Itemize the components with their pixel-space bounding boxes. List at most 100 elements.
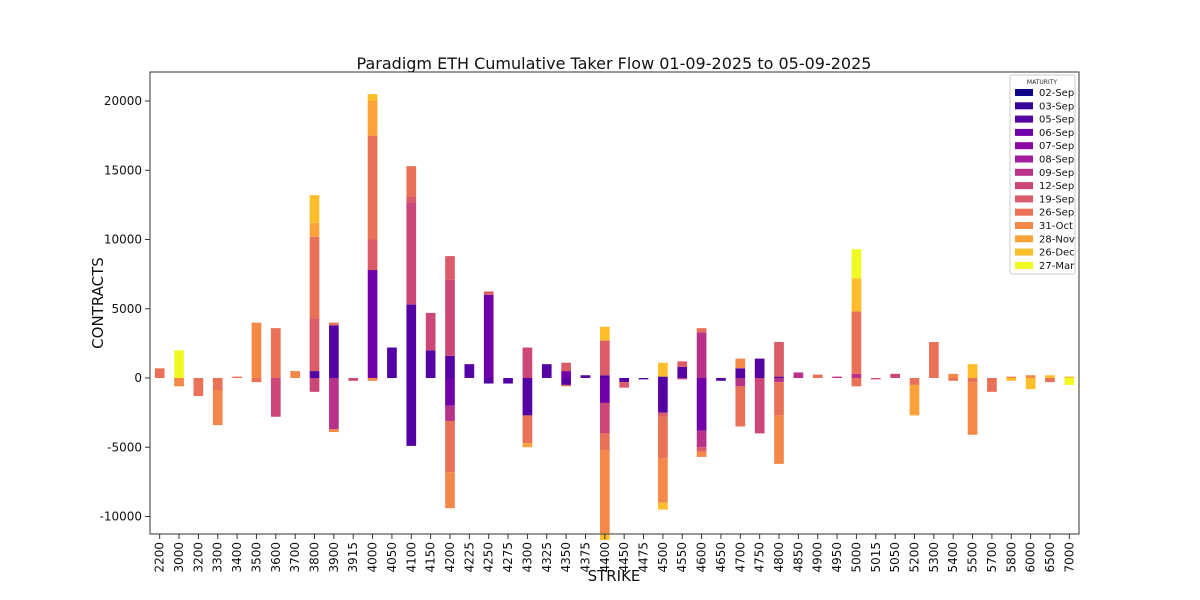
x-tick-label: 4700 — [733, 542, 747, 573]
x-tick-label: 4050 — [385, 542, 399, 573]
legend-swatch-07-Sep — [1015, 142, 1033, 150]
bar-5200-26-Sep — [909, 378, 920, 385]
bar-4350-05-Sep — [561, 378, 571, 385]
x-tick-label: 3400 — [230, 542, 244, 573]
bar-4200-31-Oct — [445, 472, 455, 509]
bar-4450-19-Sep — [619, 382, 630, 388]
bar-4600-06-Sep — [696, 378, 707, 431]
bar-4100-26-Sep — [406, 166, 417, 197]
legend-label: 08-Sep — [1039, 155, 1074, 166]
bar-4500-05-Sep — [658, 378, 668, 413]
bar-4500-31-Oct — [658, 458, 668, 503]
bar-4100-05-Sep — [406, 378, 417, 446]
bar-3800-26-Sep — [309, 236, 320, 319]
bar-4350-19-Sep — [561, 362, 571, 372]
bar-4250-05-Sep — [483, 378, 494, 384]
bar-5400-26-Sep — [948, 378, 959, 381]
x-axis-label: STRIKE — [588, 567, 641, 585]
x-axis: 2200 3000 3200 3300 3400 3500 3600 3700 3800 3900… — [153, 534, 1076, 573]
legend-items: 02-Sep 03-Sep 05-Sep 06-Sep 07-Sep 08-Sep 09-S… — [1015, 88, 1075, 272]
x-tick-label: 7000 — [1062, 542, 1076, 573]
bar-3800-28-Nov — [309, 222, 320, 237]
bar-4000-06-Sep — [367, 269, 378, 378]
x-tick-label: 3500 — [249, 542, 263, 573]
y-tick-label: -5000 — [107, 440, 142, 454]
bar-4050-05-Sep — [387, 347, 397, 378]
bar-4350-06-Sep — [561, 371, 571, 378]
bar-4200-09-Sep — [445, 405, 455, 421]
bar-4100-19-Sep — [406, 196, 417, 203]
legend-label: 31-Oct — [1039, 221, 1073, 232]
x-tick-label: 4250 — [482, 542, 496, 573]
bar-3900-26-Sep — [329, 322, 339, 326]
bar-3900-05-Sep — [329, 325, 339, 378]
bar-5700-26-Sep — [987, 378, 997, 392]
bar-7000-26-Dec — [1064, 376, 1075, 378]
legend-label: 12-Sep — [1039, 181, 1074, 192]
x-tick-label: 3200 — [191, 542, 205, 573]
bar-4325-05-Sep — [541, 364, 552, 378]
bar-4400-26-Sep — [599, 433, 610, 451]
x-tick-label: 4400 — [598, 542, 612, 573]
bar-4200-05-Sep — [445, 355, 455, 378]
bar-4400-12-Sep — [599, 402, 610, 434]
bar-4300-26-Sep — [522, 415, 533, 444]
bar-4950-09-Sep — [832, 376, 842, 378]
y-axis: -10000 -5000 0 5000 10000 15000 20000 — [99, 94, 150, 524]
bar-4200-26-Sep — [445, 420, 455, 473]
bar-4500-26-Sep — [658, 416, 668, 459]
bar-4250-06-Sep — [483, 294, 494, 378]
bar-4700-09-Sep — [735, 378, 746, 387]
x-tick-label: 4950 — [830, 542, 844, 573]
x-tick-label: 4275 — [501, 542, 515, 573]
legend-label: 03-Sep — [1039, 101, 1074, 112]
bar-4150-05-Sep — [425, 350, 436, 378]
bar-4000-26-Sep — [367, 135, 378, 240]
x-tick-label: 5400 — [946, 542, 960, 573]
bar-5500-31-Oct — [967, 382, 978, 435]
x-tick-label: 5500 — [966, 542, 980, 573]
y-tick-label: 10000 — [104, 233, 142, 247]
bar-4500-19-Sep — [658, 412, 668, 417]
legend: MATURITY 02-Sep03-Sep05-Sep06-Sep07-Sep0… — [1009, 74, 1076, 275]
bar-5000-26-Sep — [851, 311, 862, 374]
x-tick-label: 4550 — [675, 542, 689, 573]
legend-swatch-12-Sep — [1015, 182, 1033, 190]
bar-4700-31-Oct — [735, 358, 746, 369]
x-tick-label: 5800 — [1004, 542, 1018, 573]
x-tick-label: 6000 — [1024, 542, 1038, 573]
x-tick-label: 5700 — [985, 542, 999, 573]
legend-swatch-03-Sep — [1015, 102, 1033, 110]
bar-4000-19-Sep — [367, 239, 378, 270]
x-tick-label: 4350 — [559, 542, 573, 573]
bar-4400-26-Dec — [599, 326, 610, 341]
legend-label: 09-Sep — [1039, 168, 1074, 179]
bar-3600-26-Sep — [270, 328, 281, 378]
bar-3200-26-Sep — [193, 378, 204, 396]
y-tick-label: 0 — [134, 371, 142, 385]
legend-swatch-06-Sep — [1015, 128, 1033, 136]
x-tick-label: 4100 — [404, 542, 418, 573]
y-tick-label: 15000 — [104, 163, 142, 177]
bar-4000-31-Oct — [367, 378, 378, 381]
bar-4900-26-Sep — [812, 374, 823, 378]
bar-4700-26-Sep — [735, 386, 746, 427]
bar-5000-09-Sep — [851, 373, 862, 378]
legend-label: 05-Sep — [1039, 115, 1074, 126]
x-tick-label: 4450 — [617, 542, 631, 573]
x-tick-label: 5000 — [849, 542, 863, 573]
x-tick-label: 4325 — [540, 542, 554, 573]
bar-4450-05-Sep — [619, 378, 630, 383]
x-tick-label: 4150 — [424, 542, 438, 573]
bar-4150-12-Sep — [425, 312, 436, 351]
bar-4000-26-Dec — [367, 94, 378, 101]
bar-3000-27-Mar — [174, 350, 184, 378]
bar-4550-12-Sep — [677, 378, 688, 380]
bar-4750-05-Sep — [754, 358, 765, 378]
bar-6500-26-Sep — [1045, 378, 1055, 383]
bar-4200-06-Sep — [445, 378, 455, 406]
bar-3000-31-Oct — [174, 378, 184, 387]
x-tick-label: 3600 — [269, 542, 283, 573]
x-tick-label: 5300 — [927, 542, 941, 573]
